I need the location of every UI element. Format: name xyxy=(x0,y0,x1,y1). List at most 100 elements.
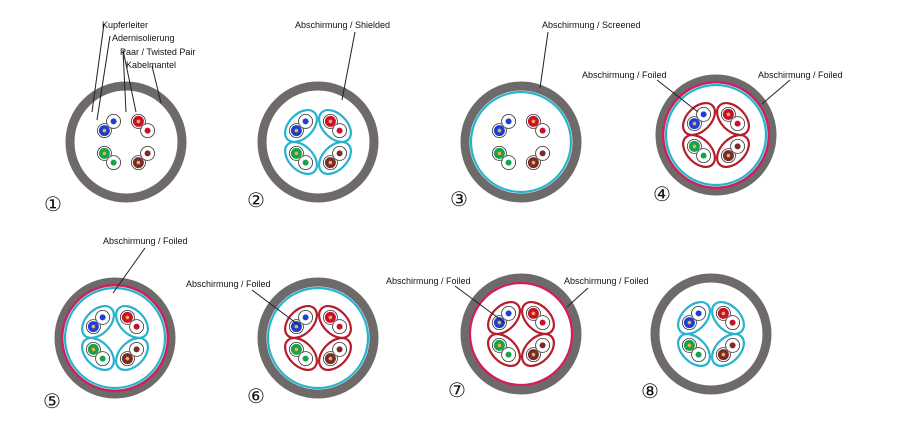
conductor-copper xyxy=(328,315,333,320)
conductor-stripe xyxy=(110,118,117,125)
conductor-stripe xyxy=(539,127,546,134)
cable-number-3: ③ xyxy=(450,187,468,211)
cable-number-6: ⑥ xyxy=(247,384,265,408)
conductor-copper xyxy=(531,311,536,316)
label-foiled-4-left: Abschirmung / Foiled xyxy=(582,70,667,80)
pair-shield xyxy=(677,301,711,335)
outer-foil xyxy=(468,281,574,387)
outer-screen xyxy=(63,286,167,390)
conductor-stripe xyxy=(505,118,512,125)
conductor-copper xyxy=(328,356,333,361)
cable-jacket xyxy=(460,273,582,395)
label-core-insulation: Adernisolierung xyxy=(112,33,175,43)
conductor-copper xyxy=(497,128,502,133)
conductor-stripe xyxy=(695,310,702,317)
conductor-copper xyxy=(136,160,141,165)
label-foiled-7-left: Abschirmung / Foiled xyxy=(386,276,471,286)
conductor-stripe xyxy=(336,323,343,330)
conductor-copper xyxy=(294,324,299,329)
conductor-copper xyxy=(726,153,731,158)
pair-shield xyxy=(711,333,745,367)
conductor-copper xyxy=(721,311,726,316)
conductor-copper xyxy=(294,128,299,133)
conductor-stripe xyxy=(539,150,546,157)
cable-jacket xyxy=(460,81,582,203)
cable-cross-section xyxy=(460,81,582,203)
pair-shield xyxy=(318,141,352,175)
cable-number-1: ① xyxy=(44,192,62,216)
cable-cross-section xyxy=(54,277,176,399)
label-jacket: Kabelmantel xyxy=(126,60,176,70)
label-twisted-pair: Paar / Twisted Pair xyxy=(120,47,195,57)
label-foiled-5: Abschirmung / Foiled xyxy=(103,236,188,246)
conductor-copper xyxy=(328,160,333,165)
conductor-copper xyxy=(102,128,107,133)
cable-cross-section xyxy=(655,74,777,196)
conductor-stripe xyxy=(99,314,106,321)
leader-lines xyxy=(91,23,791,327)
pair-shield xyxy=(318,109,352,143)
conductor-stripe xyxy=(700,152,707,159)
pair-shield xyxy=(521,333,555,367)
pair-shield xyxy=(682,102,716,136)
label-copper-conductor: Kupferleiter xyxy=(102,20,148,30)
label-screened: Abschirmung / Screened xyxy=(542,20,641,30)
pair-shield xyxy=(115,305,149,339)
conductor-stripe xyxy=(729,319,736,326)
label-foiled-4-right: Abschirmung / Foiled xyxy=(758,70,843,80)
conductor-copper xyxy=(726,112,731,117)
pair-shield xyxy=(81,337,115,371)
cable-number-7: ⑦ xyxy=(448,378,466,402)
pair-shield xyxy=(284,109,318,143)
conductor-stripe xyxy=(505,351,512,358)
pair-shield xyxy=(716,102,750,136)
conductor-stripe xyxy=(144,127,151,134)
cable-cross-section xyxy=(257,277,379,399)
cable-number-4: ④ xyxy=(653,182,671,206)
conductor-copper xyxy=(328,119,333,124)
pair-shield xyxy=(115,337,149,371)
conductor-stripe xyxy=(144,150,151,157)
pair-shield xyxy=(318,305,352,339)
pair-shield xyxy=(284,305,318,339)
conductor-copper xyxy=(497,151,502,156)
conductor-stripe xyxy=(302,314,309,321)
pair-shield xyxy=(284,337,318,371)
conductor-stripe xyxy=(505,159,512,166)
conductor-stripe xyxy=(734,143,741,150)
conductor-stripe xyxy=(302,159,309,166)
outer-foil xyxy=(60,283,170,393)
conductor-copper xyxy=(294,347,299,352)
cable-cross-section xyxy=(257,81,379,203)
conductor-copper xyxy=(125,315,130,320)
conductor-copper xyxy=(91,347,96,352)
label-shielded: Abschirmung / Shielded xyxy=(295,20,390,30)
conductor-stripe xyxy=(302,355,309,362)
pair-shield xyxy=(677,333,711,367)
pair-shield xyxy=(487,333,521,367)
conductor-stripe xyxy=(539,319,546,326)
conductor-stripe xyxy=(110,159,117,166)
cable-jacket xyxy=(257,81,379,203)
conductor-copper xyxy=(531,352,536,357)
conductor-stripe xyxy=(539,342,546,349)
conductor-copper xyxy=(692,144,697,149)
cable-cross-section xyxy=(460,273,582,395)
cable-jacket xyxy=(655,74,777,196)
cable-jacket xyxy=(54,277,176,399)
pair-shield xyxy=(318,337,352,371)
conductor-copper xyxy=(497,343,502,348)
conductor-stripe xyxy=(336,127,343,134)
outer-screen xyxy=(266,286,370,390)
conductor-stripe xyxy=(302,118,309,125)
cable-number-2: ② xyxy=(247,188,265,212)
pair-shield xyxy=(711,301,745,335)
conductor-stripe xyxy=(336,150,343,157)
conductor-copper xyxy=(497,320,502,325)
label-foiled-7-right: Abschirmung / Foiled xyxy=(564,276,649,286)
conductor-stripe xyxy=(734,120,741,127)
conductor-stripe xyxy=(700,111,707,118)
cable-number-5: ⑤ xyxy=(43,389,61,413)
conductor-copper xyxy=(531,160,536,165)
pair-shield xyxy=(521,301,555,335)
